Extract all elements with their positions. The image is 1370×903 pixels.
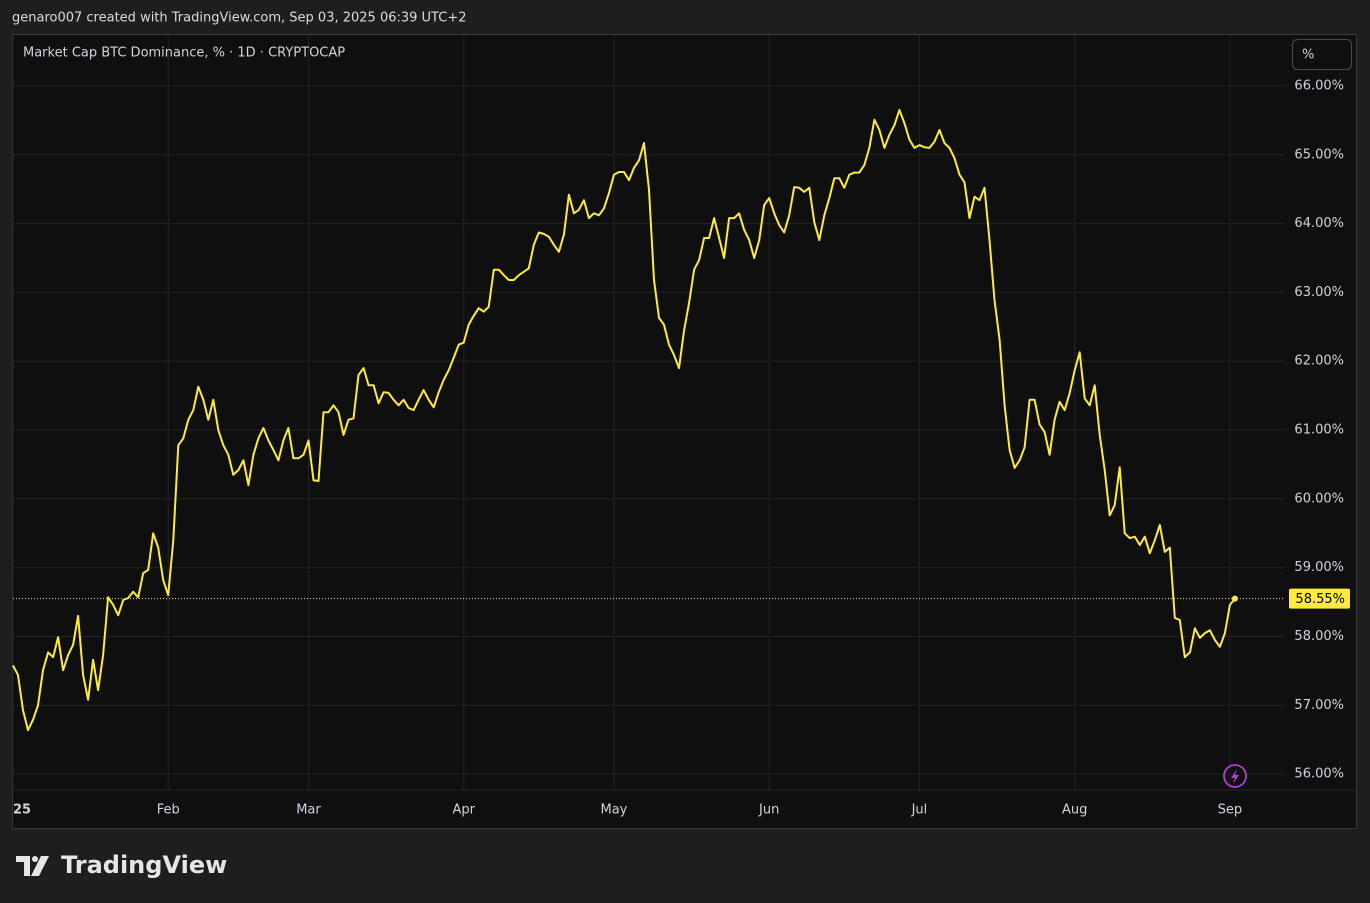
x-tick-label: 25 [13,803,31,818]
price-line [12,109,1236,732]
last-price-label: 58.55% [1295,592,1345,607]
y-tick-label: 56.00% [1294,767,1344,782]
y-tick-label: 62.00% [1294,354,1344,369]
x-tick-label: May [600,803,627,818]
grid [12,35,1285,790]
last-point [1231,595,1238,602]
x-tick-label: Apr [452,803,475,818]
y-tick-label: 64.00% [1294,216,1344,231]
logo: TradingView [16,851,227,879]
y-tick-label: 61.00% [1294,423,1344,438]
last-price-tag [1289,588,1350,609]
x-tick-label: Sep [1218,803,1243,818]
chart-panel [12,34,1357,829]
y-tick-label: 59.00% [1294,560,1344,575]
y-tick-label: 66.00% [1294,78,1344,93]
logo-text: TradingView [61,851,227,879]
x-tick-label: Mar [296,803,321,818]
lightning-icon [1223,764,1247,788]
y-tick-label: 63.00% [1294,285,1344,300]
y-tick-label: 65.00% [1294,147,1344,162]
header: genaro007 created with TradingView.com, … [12,11,466,26]
x-tick-label: Feb [157,803,180,818]
chart-title: Market Cap BTC Dominance, % · 1D · CRYPT… [23,46,345,61]
x-tick-label: Aug [1062,803,1087,818]
y-tick-label: 58.00% [1294,629,1344,644]
y-tick-label: 57.00% [1294,698,1344,713]
scale-button[interactable] [1292,39,1352,70]
x-tick-label: Jul [911,803,928,818]
scale-button-label[interactable]: % [1302,48,1314,63]
y-tick-label: 60.00% [1294,491,1344,506]
x-tick-label: Jun [758,803,779,818]
